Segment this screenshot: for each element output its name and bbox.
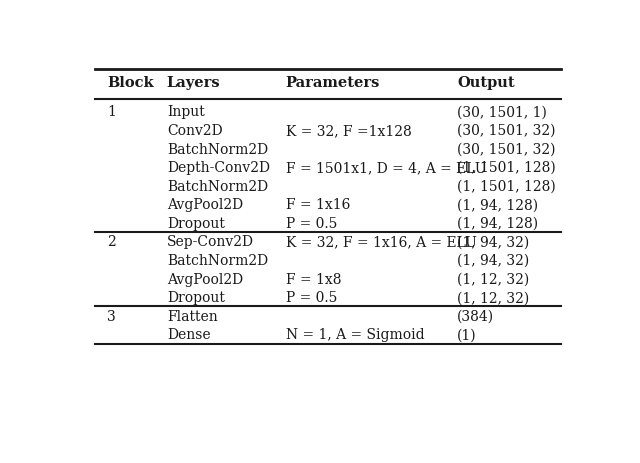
Text: BatchNorm2D: BatchNorm2D xyxy=(167,142,268,156)
Text: Input: Input xyxy=(167,105,205,119)
Text: (1, 1501, 128): (1, 1501, 128) xyxy=(457,179,556,194)
Text: (1, 12, 32): (1, 12, 32) xyxy=(457,272,529,286)
Text: Dropout: Dropout xyxy=(167,216,225,231)
Text: 3: 3 xyxy=(108,309,116,323)
Text: F = 1x16: F = 1x16 xyxy=(286,198,350,212)
Text: Block: Block xyxy=(108,76,154,90)
Text: 1: 1 xyxy=(108,105,116,119)
Text: Flatten: Flatten xyxy=(167,309,218,323)
Text: (1, 94, 32): (1, 94, 32) xyxy=(457,254,529,268)
Text: Dropout: Dropout xyxy=(167,291,225,305)
Text: (384): (384) xyxy=(457,309,494,323)
Text: (30, 1501, 32): (30, 1501, 32) xyxy=(457,142,556,156)
Text: Parameters: Parameters xyxy=(286,76,380,90)
Text: Dense: Dense xyxy=(167,328,211,342)
Text: Conv2D: Conv2D xyxy=(167,124,223,138)
Text: (1, 94, 128): (1, 94, 128) xyxy=(457,216,538,231)
Text: AvgPool2D: AvgPool2D xyxy=(167,198,243,212)
Text: N = 1, A = Sigmoid: N = 1, A = Sigmoid xyxy=(286,328,424,342)
Text: F = 1501x1, D = 4, A = ELU: F = 1501x1, D = 4, A = ELU xyxy=(286,161,486,175)
Text: (1): (1) xyxy=(457,328,477,342)
Text: Depth-Conv2D: Depth-Conv2D xyxy=(167,161,270,175)
Text: F = 1x8: F = 1x8 xyxy=(286,272,341,286)
Text: P = 0.5: P = 0.5 xyxy=(286,216,337,231)
Text: 2: 2 xyxy=(108,235,116,249)
Text: BatchNorm2D: BatchNorm2D xyxy=(167,254,268,268)
Text: (1, 94, 128): (1, 94, 128) xyxy=(457,198,538,212)
Text: (30, 1501, 1): (30, 1501, 1) xyxy=(457,105,547,119)
Text: Sep-Conv2D: Sep-Conv2D xyxy=(167,235,254,249)
Text: BatchNorm2D: BatchNorm2D xyxy=(167,179,268,194)
Text: (30, 1501, 32): (30, 1501, 32) xyxy=(457,124,556,138)
Text: AvgPool2D: AvgPool2D xyxy=(167,272,243,286)
Text: Layers: Layers xyxy=(167,76,220,90)
Text: K = 32, F =1x128: K = 32, F =1x128 xyxy=(286,124,412,138)
Text: K = 32, F = 1x16, A = ELU: K = 32, F = 1x16, A = ELU xyxy=(286,235,477,249)
Text: P = 0.5: P = 0.5 xyxy=(286,291,337,305)
Text: Output: Output xyxy=(457,76,515,90)
Text: (1, 94, 32): (1, 94, 32) xyxy=(457,235,529,249)
Text: (1, 1501, 128): (1, 1501, 128) xyxy=(457,161,556,175)
Text: (1, 12, 32): (1, 12, 32) xyxy=(457,291,529,305)
